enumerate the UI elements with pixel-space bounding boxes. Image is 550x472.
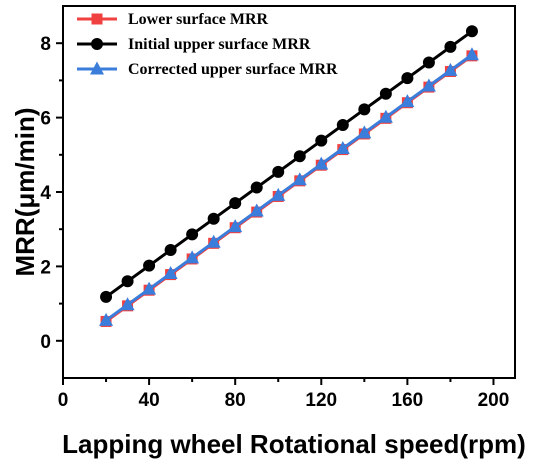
- data-point: [421, 78, 436, 92]
- data-point: [422, 56, 435, 69]
- data-point: [335, 140, 350, 154]
- x-tick-label: 120: [305, 390, 337, 411]
- data-point: [163, 265, 178, 279]
- data-point: [207, 212, 220, 225]
- data-point: [292, 172, 307, 186]
- legend-item: Initial upper surface MRR: [77, 36, 311, 53]
- y-tick-label: 8: [40, 34, 51, 55]
- data-point: [249, 203, 264, 217]
- data-point: [357, 125, 372, 139]
- x-tick-label: 80: [225, 390, 246, 411]
- data-point: [465, 25, 478, 38]
- data-point: [228, 219, 243, 233]
- data-point: [315, 134, 328, 147]
- data-point: [99, 312, 114, 326]
- series-3: [99, 47, 479, 326]
- legend-marker: [91, 38, 103, 50]
- data-point: [336, 119, 349, 132]
- legend-marker: [90, 61, 104, 75]
- data-point: [379, 87, 392, 100]
- data-point: [314, 156, 329, 170]
- x-axis-title: Lapping wheel Rotational speed(rpm): [62, 429, 526, 459]
- y-axis-title: MRR(μm/min): [10, 108, 40, 277]
- data-point: [444, 40, 457, 53]
- data-point: [100, 290, 113, 303]
- data-point: [400, 94, 415, 108]
- series-2: [100, 25, 478, 303]
- data-point: [142, 281, 157, 295]
- data-point: [206, 234, 221, 248]
- data-point: [229, 197, 242, 210]
- data-point: [401, 72, 414, 85]
- x-tick-label: 0: [58, 390, 69, 411]
- x-tick-label: 40: [139, 390, 160, 411]
- data-point: [443, 62, 458, 76]
- data-point: [378, 109, 393, 123]
- legend-item: Lower surface MRR: [77, 11, 269, 28]
- data-point: [186, 228, 199, 241]
- data-point: [143, 259, 156, 272]
- x-tick-label: 200: [478, 390, 510, 411]
- data-point: [164, 244, 177, 257]
- data-point: [464, 47, 479, 61]
- legend-label: Corrected upper surface MRR: [128, 61, 338, 78]
- data-point: [185, 250, 200, 264]
- data-point: [120, 297, 135, 311]
- series-line: [105, 53, 473, 322]
- data-point: [293, 150, 306, 163]
- legend-label: Initial upper surface MRR: [128, 36, 311, 53]
- y-tick-label: 4: [40, 183, 51, 204]
- data-point: [121, 275, 134, 288]
- legend-label: Lower surface MRR: [128, 11, 269, 28]
- x-tick-label: 160: [392, 390, 424, 411]
- data-point: [358, 103, 371, 116]
- data-point: [272, 165, 285, 178]
- legend-item: Corrected upper surface MRR: [77, 61, 338, 78]
- legend: Lower surface MRR Initial upper surface M…: [77, 11, 338, 78]
- y-tick-label: 0: [40, 332, 51, 353]
- y-tick-label: 2: [40, 257, 51, 278]
- y-tick-label: 6: [40, 109, 51, 130]
- data-point: [271, 187, 286, 201]
- data-point: [250, 181, 263, 194]
- legend-marker: [91, 13, 103, 25]
